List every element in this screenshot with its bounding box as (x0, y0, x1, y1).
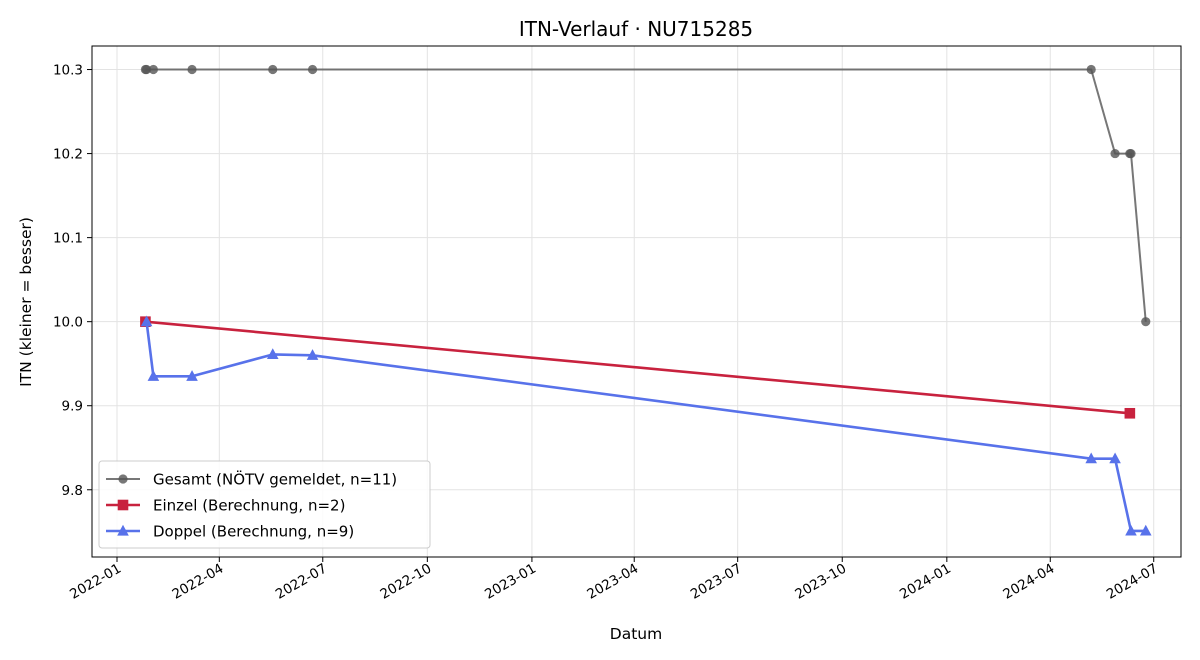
x-tick-label: 2023-10 (792, 561, 849, 603)
data-point (141, 64, 152, 75)
y-tick-label: 9.8 (62, 483, 83, 499)
legend-marker (117, 499, 129, 511)
legend-marker (118, 474, 128, 484)
data-point (1124, 407, 1136, 419)
series-line (145, 68, 1147, 322)
y-tick-label: 10.1 (53, 231, 83, 247)
data-point (1086, 64, 1096, 75)
y-tick-label: 10.0 (53, 315, 83, 331)
legend-label: Gesamt (NÖTV gemeldet, n=11) (153, 470, 397, 489)
x-tick-label: 2024-04 (1000, 561, 1057, 603)
data-point (187, 64, 197, 75)
series-1 (140, 64, 1151, 327)
data-point (147, 370, 160, 381)
data-point (1125, 524, 1137, 536)
legend: Gesamt (NÖTV gemeldet, n=11) Einzel (Bere… (98, 460, 431, 549)
y-axis-label: ITN (kleiner = besser) (17, 217, 35, 387)
data-point (1109, 452, 1121, 464)
x-tick-label: 2024-01 (897, 561, 954, 603)
legend-item: Gesamt (NÖTV gemeldet, n=11) (106, 470, 397, 489)
x-tick-label: 2023-01 (482, 561, 539, 603)
legend-label: Doppel (Berechnung, n=9) (153, 523, 354, 541)
legend-marker (117, 524, 129, 536)
data-point (1085, 452, 1097, 464)
x-tick-label: 2022-10 (377, 561, 434, 603)
x-tick-label: 2022-07 (273, 561, 330, 603)
legend-item: Einzel (Berechnung, n=2) (106, 497, 345, 515)
x-axis-label: Datum (610, 625, 662, 643)
data-point (268, 64, 278, 75)
data-point (1139, 524, 1152, 536)
x-tick-label: 2022-04 (169, 561, 226, 603)
y-tick-label: 9.9 (62, 399, 83, 415)
data-point (1141, 317, 1151, 327)
data-point (266, 348, 279, 360)
plot-frame (91, 45, 1182, 558)
legend-item: Doppel (Berechnung, n=9) (106, 523, 354, 541)
chart-title: ITN-Verlauf · NU715285 (519, 17, 753, 41)
data-point (1126, 148, 1136, 159)
x-tick-label: 2022-01 (67, 561, 124, 603)
y-tick-label: 10.2 (53, 147, 83, 163)
data-point (140, 315, 153, 327)
legend-box (98, 460, 431, 549)
legend-label: Einzel (Berechnung, n=2) (153, 497, 345, 515)
series-3 (140, 315, 1152, 536)
series-2 (140, 316, 1136, 419)
data-point (148, 64, 158, 75)
y-tick-label: 10.3 (53, 63, 83, 79)
x-tick-label: 2023-04 (584, 561, 641, 603)
series-layer (140, 64, 1152, 536)
data-point (186, 370, 198, 381)
x-tick-label: 2024-07 (1104, 561, 1161, 603)
data-point (307, 64, 318, 75)
series-line (145, 320, 1130, 415)
data-point (306, 349, 319, 360)
x-tick-label: 2023-07 (688, 561, 745, 603)
data-point (1110, 148, 1120, 159)
